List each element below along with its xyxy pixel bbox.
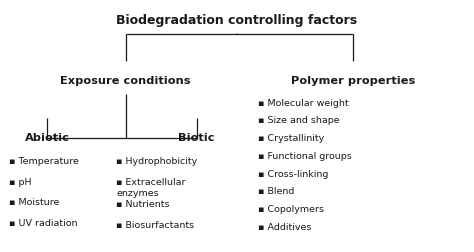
Text: ▪ Crystallinity: ▪ Crystallinity: [258, 134, 325, 143]
Text: ▪ UV radiation: ▪ UV radiation: [9, 218, 78, 227]
Text: ▪ Moisture: ▪ Moisture: [9, 198, 60, 207]
Text: Biodegradation controlling factors: Biodegradation controlling factors: [117, 14, 357, 27]
Text: ▪ Extracellular
enzymes: ▪ Extracellular enzymes: [116, 178, 186, 197]
Text: Abiotic: Abiotic: [25, 132, 70, 142]
Text: ▪ Nutrients: ▪ Nutrients: [116, 199, 170, 208]
Text: Biotic: Biotic: [178, 132, 215, 142]
Text: ▪ Temperature: ▪ Temperature: [9, 156, 79, 165]
Text: ▪ Size and shape: ▪ Size and shape: [258, 116, 340, 125]
Text: ▪ Functional groups: ▪ Functional groups: [258, 151, 352, 160]
Text: ▪ Molecular weight: ▪ Molecular weight: [258, 98, 349, 107]
Text: ▪ Biosurfactants: ▪ Biosurfactants: [116, 220, 194, 230]
Text: Polymer properties: Polymer properties: [291, 76, 415, 86]
Text: ▪ Copolymers: ▪ Copolymers: [258, 204, 324, 213]
Text: ▪ pH: ▪ pH: [9, 177, 32, 186]
Text: ▪ Blend: ▪ Blend: [258, 186, 295, 196]
Text: ▪ Cross-linking: ▪ Cross-linking: [258, 169, 328, 178]
Text: ▪ Additives: ▪ Additives: [258, 222, 312, 231]
Text: ▪ Hydrophobicity: ▪ Hydrophobicity: [116, 156, 197, 165]
Text: Exposure conditions: Exposure conditions: [60, 76, 191, 86]
